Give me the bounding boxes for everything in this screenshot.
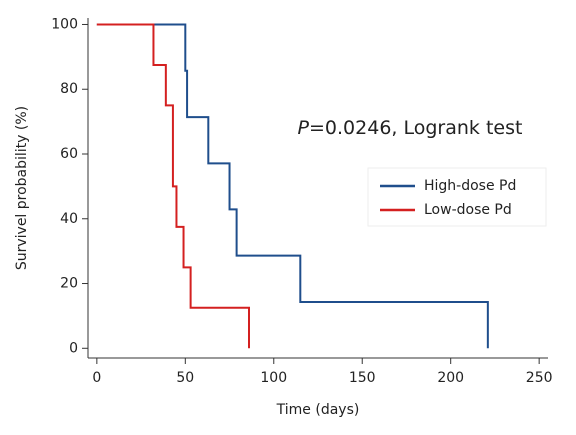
y-axis-label: Survivel probability (%) (14, 106, 30, 270)
y-tick-label: 0 (69, 340, 78, 356)
y-tick-label: 60 (60, 146, 78, 162)
x-tick-label: 200 (437, 370, 464, 386)
annotation: P=0.0246, Logrank test (298, 117, 523, 139)
x-tick-label: 100 (260, 370, 287, 386)
x-tick-label: 250 (526, 370, 553, 386)
y-tick-label: 20 (60, 276, 78, 292)
y-tick-label: 40 (60, 211, 78, 227)
legend-label: Low-dose Pd (424, 202, 512, 218)
x-axis-label: Time (days) (276, 402, 360, 418)
x-tick-label: 0 (92, 370, 101, 386)
x-tick-label: 150 (349, 370, 376, 386)
survival-curve (96, 23, 250, 349)
legend (367, 167, 547, 227)
annotation-italic: P (298, 117, 310, 139)
x-tick-label: 50 (176, 370, 194, 386)
y-tick-label: 80 (60, 81, 78, 97)
annotation-text: =0.0246, Logrank test (309, 117, 522, 139)
survival-curve (96, 23, 489, 349)
legend-label: High-dose Pd (424, 178, 516, 194)
y-tick-label: 100 (51, 16, 78, 32)
